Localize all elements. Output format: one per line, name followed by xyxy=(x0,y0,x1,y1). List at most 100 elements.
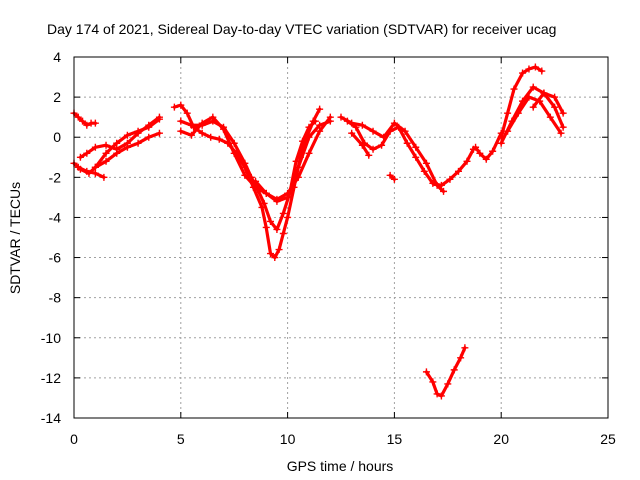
data-point xyxy=(412,143,420,151)
data-point xyxy=(525,93,533,101)
data-point xyxy=(252,183,260,191)
data-point xyxy=(343,117,351,125)
data-point xyxy=(74,113,82,121)
data-point xyxy=(551,103,559,111)
data-point xyxy=(134,129,142,137)
data-point xyxy=(284,213,292,221)
data-point xyxy=(540,89,548,97)
data-point xyxy=(378,141,386,149)
data-point xyxy=(369,127,377,135)
data-point xyxy=(422,159,430,167)
data-point xyxy=(113,149,121,157)
data-point xyxy=(386,127,394,135)
series-arc-5 xyxy=(74,163,108,181)
data-point xyxy=(145,121,153,129)
data-point xyxy=(241,159,249,167)
series-arc-4 xyxy=(91,129,163,171)
data-point xyxy=(305,123,313,131)
data-point xyxy=(123,143,131,151)
series-line xyxy=(424,346,467,398)
data-point xyxy=(187,131,195,139)
series-line xyxy=(345,119,475,187)
data-point xyxy=(267,217,275,225)
data-point xyxy=(83,149,91,157)
series-arc-9 xyxy=(252,113,334,203)
series-arc-15 xyxy=(472,129,505,163)
data-point xyxy=(365,151,373,159)
data-point xyxy=(401,127,409,135)
data-point xyxy=(275,246,283,254)
data-point xyxy=(123,131,131,139)
data-point xyxy=(559,123,567,131)
y-tick-label: -10 xyxy=(41,330,61,346)
data-point xyxy=(230,139,238,147)
data-point xyxy=(476,149,484,157)
data-point xyxy=(177,127,185,135)
data-point xyxy=(472,143,480,151)
data-point xyxy=(390,119,398,127)
data-point xyxy=(198,119,206,127)
data-point xyxy=(220,125,228,133)
x-tick-label: 25 xyxy=(600,431,616,447)
data-point xyxy=(433,390,441,398)
series-arc-14 xyxy=(422,344,469,400)
data-point xyxy=(463,157,471,165)
series-line xyxy=(76,165,106,179)
data-point xyxy=(514,109,522,117)
data-point xyxy=(183,109,191,117)
data-point xyxy=(429,378,437,386)
data-point xyxy=(76,153,84,161)
series-arc-13 xyxy=(386,171,398,183)
y-tick-label: -2 xyxy=(49,169,62,185)
y-tick-label: -8 xyxy=(49,290,62,306)
data-point xyxy=(187,121,195,129)
data-point xyxy=(262,223,270,231)
data-point xyxy=(134,139,142,147)
data-point xyxy=(559,109,567,117)
data-point xyxy=(91,143,99,151)
data-point xyxy=(305,149,313,157)
data-point xyxy=(83,121,91,129)
data-point xyxy=(273,195,281,203)
y-tick-label: 4 xyxy=(53,49,61,65)
data-point xyxy=(395,123,403,131)
data-point xyxy=(519,69,527,77)
data-point xyxy=(91,169,99,177)
series-arc-1 xyxy=(70,109,99,129)
data-point xyxy=(444,380,452,388)
data-point xyxy=(403,139,411,147)
data-point xyxy=(504,109,512,117)
y-tick-label: -14 xyxy=(41,410,61,426)
data-point xyxy=(551,93,559,101)
series-line xyxy=(254,115,332,201)
data-point xyxy=(252,177,260,185)
data-point xyxy=(294,163,302,171)
data-point xyxy=(145,133,153,141)
data-point xyxy=(369,145,377,153)
x-axis-label: GPS time / hours xyxy=(287,458,394,474)
x-tick-label: 0 xyxy=(70,431,78,447)
data-point xyxy=(489,147,497,155)
y-tick-label: -6 xyxy=(49,250,62,266)
data-point xyxy=(294,173,302,181)
data-point xyxy=(91,119,99,127)
data-point xyxy=(529,83,537,91)
data-point xyxy=(525,65,533,73)
y-tick-label: 0 xyxy=(53,129,61,145)
data-point xyxy=(209,113,217,121)
data-point xyxy=(299,137,307,145)
data-point xyxy=(102,157,110,165)
data-point xyxy=(348,129,356,137)
grid xyxy=(73,56,609,419)
data-point xyxy=(102,141,110,149)
data-point xyxy=(337,113,345,121)
data-point xyxy=(247,173,255,181)
x-tick-label: 10 xyxy=(280,431,296,447)
data-point xyxy=(113,139,121,147)
x-tick-label: 15 xyxy=(387,431,403,447)
y-tick-label: -4 xyxy=(49,209,62,225)
data-point xyxy=(284,189,292,197)
data-point xyxy=(510,85,518,93)
